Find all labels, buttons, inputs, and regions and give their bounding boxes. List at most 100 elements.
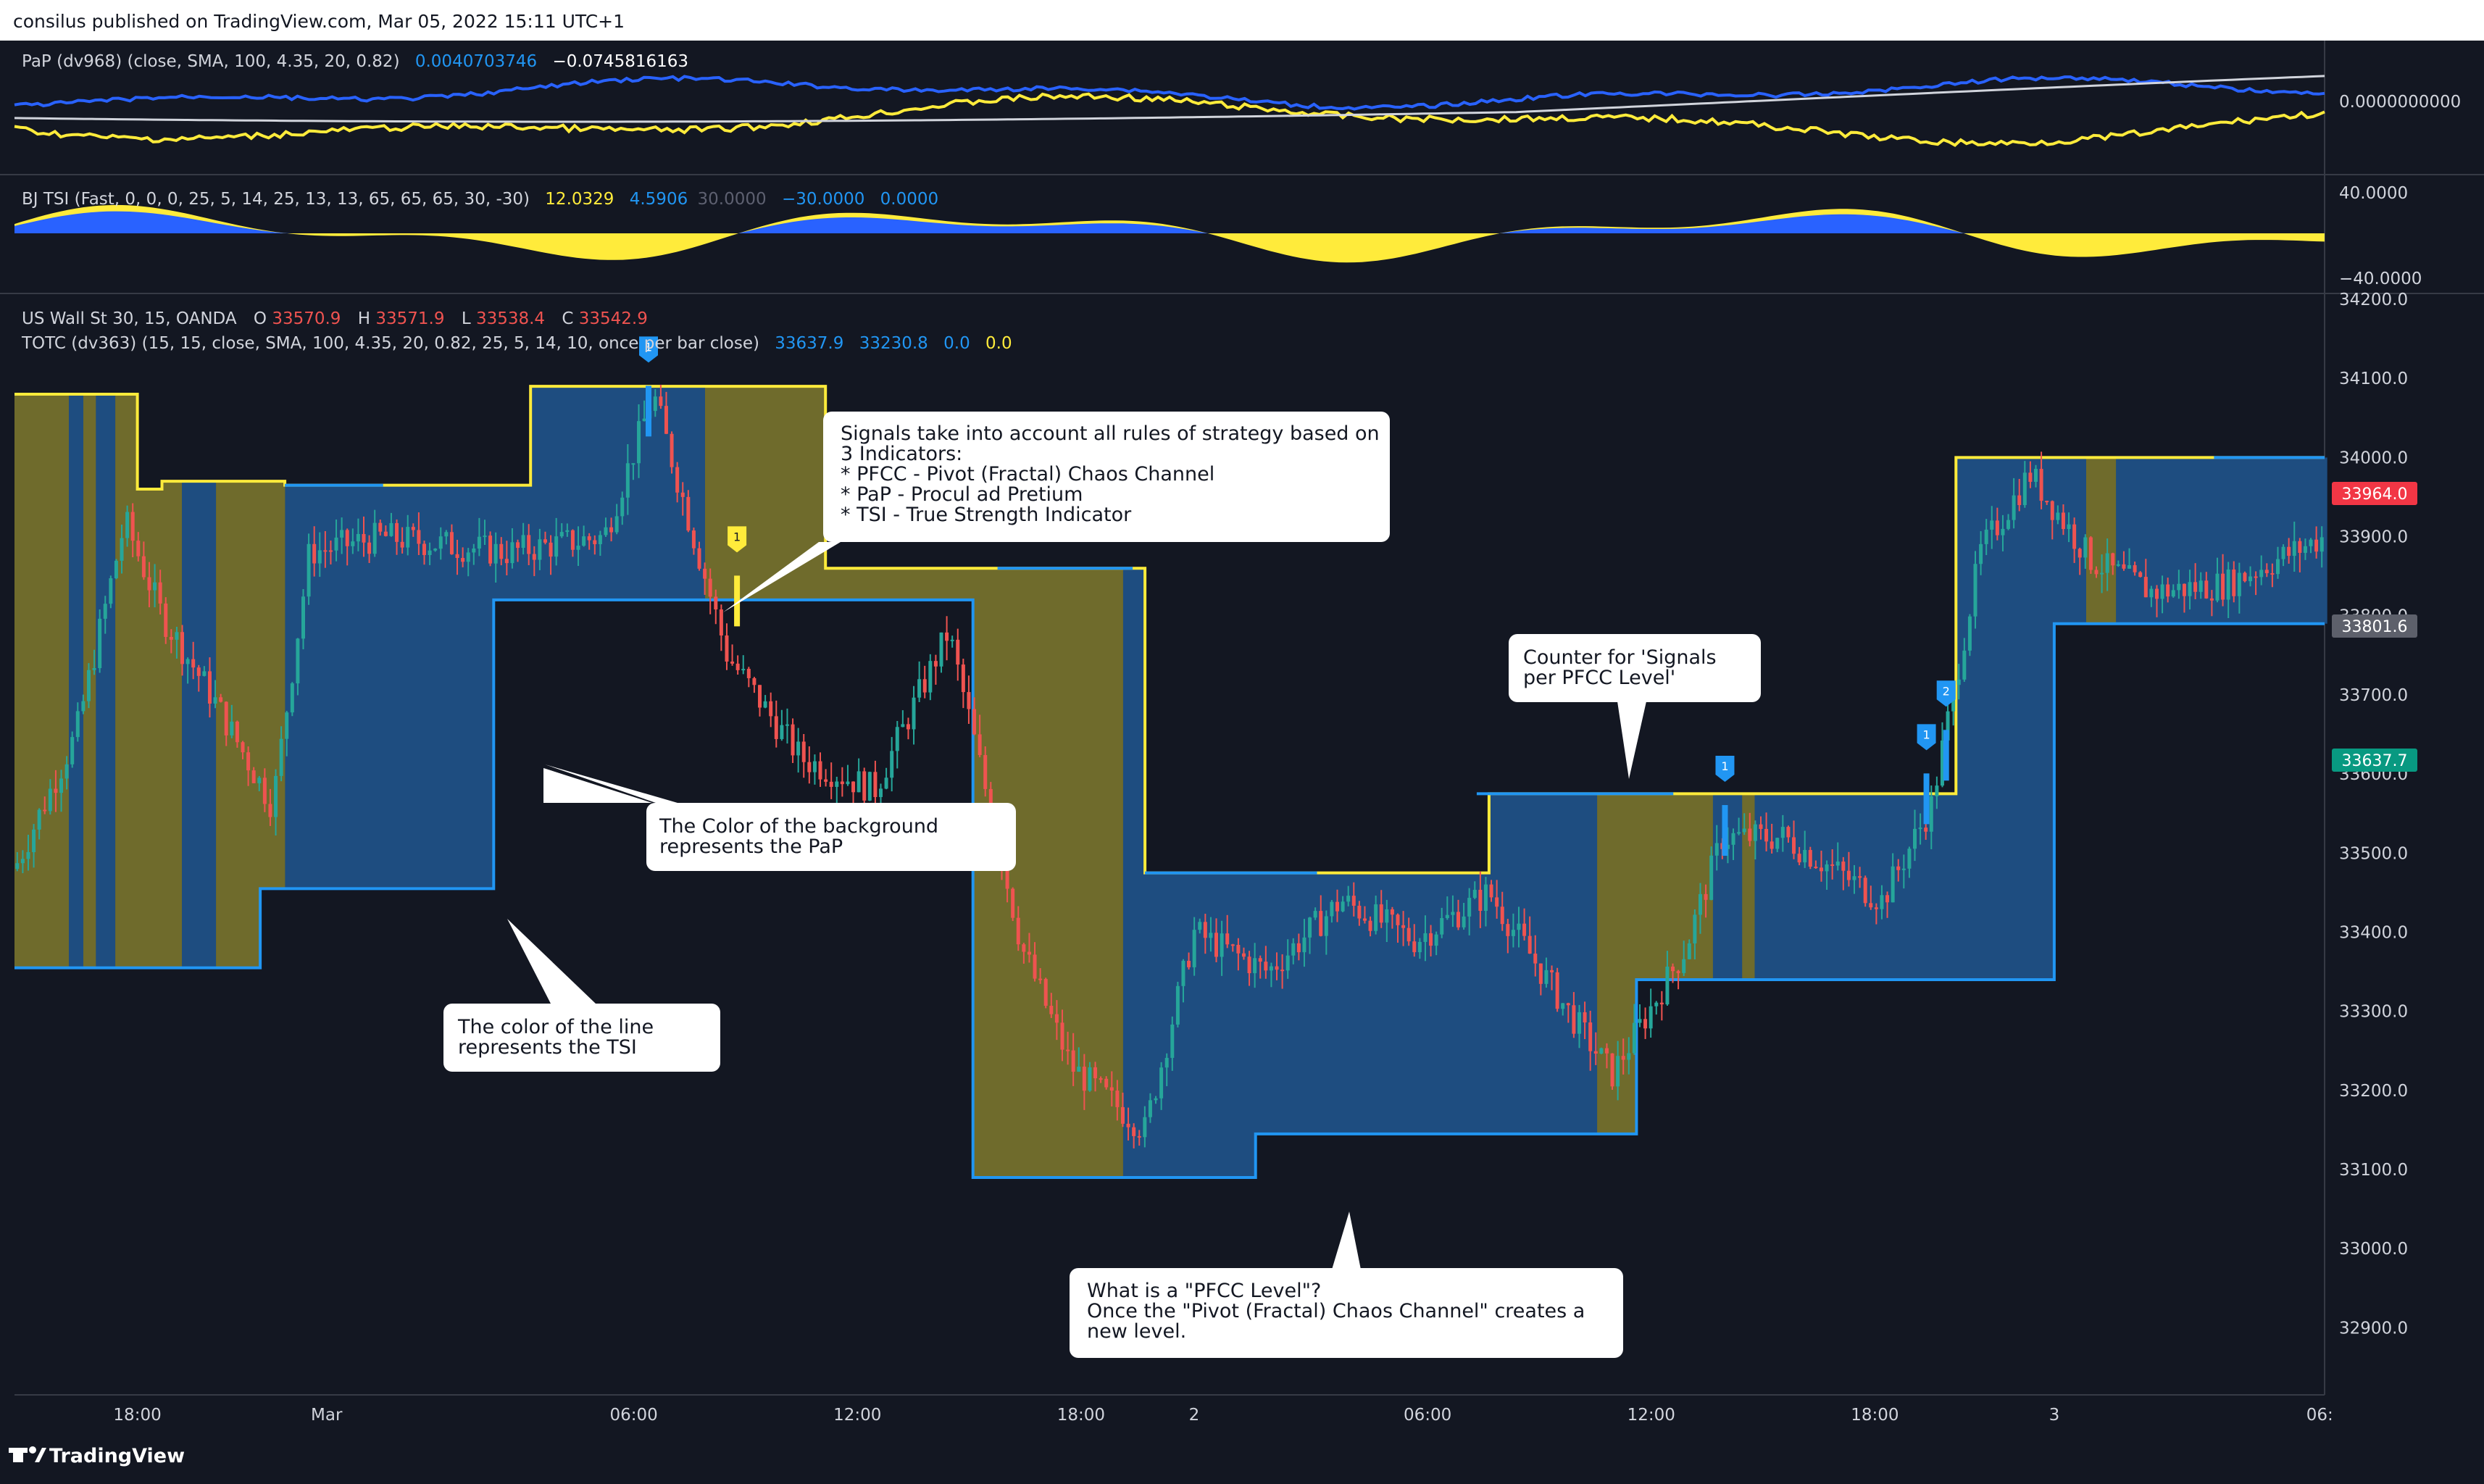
- candle-body: [1077, 1067, 1081, 1072]
- tsi-legend[interactable]: BJ TSI (Fast, 0, 0, 0, 25, 5, 14, 25, 13…: [22, 190, 938, 209]
- candle-body: [538, 539, 542, 560]
- candle-body: [521, 535, 525, 549]
- totc-legend[interactable]: TOTC (dv363) (15, 15, close, SMA, 100, 4…: [21, 334, 1012, 353]
- tsi-pane[interactable]: BJ TSI (Fast, 0, 0, 0, 25, 5, 14, 25, 13…: [14, 184, 2422, 288]
- pap-legend[interactable]: PaP (dv968) (close, SMA, 100, 4.35, 20, …: [22, 52, 688, 71]
- candle-body: [1676, 971, 1680, 973]
- candle-body: [1500, 906, 1504, 925]
- candle-body: [1291, 943, 1296, 956]
- candle-body: [1181, 960, 1185, 986]
- candle-body: [207, 671, 212, 704]
- candle-body: [2259, 570, 2264, 578]
- candle-body: [141, 556, 146, 578]
- signal-flag-icon: [639, 336, 659, 363]
- candle-body: [1610, 1053, 1614, 1087]
- candle-body: [1071, 1050, 1075, 1072]
- candle-body: [1814, 867, 1818, 869]
- candle-body: [235, 721, 239, 743]
- pfcc-lower-line: [14, 598, 2325, 1179]
- candle-body: [1236, 945, 1241, 954]
- candle-body: [703, 568, 707, 579]
- candle-body: [1918, 828, 1922, 830]
- candle-body: [1693, 914, 1697, 943]
- totc-value-2: 33230.8: [859, 334, 928, 353]
- candle-body: [785, 724, 789, 726]
- candle-body: [2127, 564, 2132, 569]
- candle-body: [796, 741, 801, 756]
- candle-body: [147, 577, 151, 591]
- signal-marker[interactable]: 1: [728, 526, 747, 627]
- candle-body: [1043, 979, 1048, 1006]
- tradingview-logo-icon[interactable]: [9, 1446, 46, 1462]
- price-tick-label: 33000.0: [2339, 1240, 2408, 1259]
- candle-body: [2067, 524, 2071, 530]
- candle-body: [1748, 828, 1752, 841]
- pap-pane[interactable]: PaP (dv968) (close, SMA, 100, 4.35, 20, …: [14, 52, 2461, 147]
- candle-body: [2188, 582, 2192, 596]
- candle-body: [1440, 918, 1444, 935]
- candle-body: [1880, 895, 1884, 909]
- candle-body: [483, 535, 487, 538]
- signal-marker[interactable]: 1: [1917, 724, 1936, 825]
- time-tick-label: 3: [2049, 1406, 2060, 1425]
- candle-body: [642, 418, 646, 422]
- candle-body: [1412, 941, 1417, 953]
- price-tag-gray: 33801.6: [2342, 618, 2408, 636]
- signal-marker[interactable]: 1: [639, 336, 659, 437]
- signal-marker[interactable]: 1: [1715, 756, 1735, 856]
- candle-body: [1659, 1002, 1664, 1005]
- candle-body: [2149, 588, 2154, 598]
- candle-body: [1990, 520, 1994, 530]
- candle-body: [884, 778, 888, 789]
- candle-body: [1654, 1002, 1659, 1006]
- candle-body: [604, 527, 608, 535]
- candle-body: [109, 578, 113, 604]
- candle-body: [543, 539, 547, 543]
- candle-body: [1770, 841, 1774, 849]
- candle-body: [92, 668, 96, 670]
- candle-body: [1924, 828, 1928, 832]
- candle-body: [1296, 943, 1301, 953]
- candle-body: [840, 781, 844, 785]
- tsi-blue-area: [14, 211, 2325, 233]
- price-tick-label: 34200.0: [2339, 291, 2408, 309]
- candle-body: [1940, 740, 1944, 786]
- signal-markers[interactable]: 1 1 1 1 2: [639, 336, 1956, 856]
- candle-body: [466, 552, 470, 562]
- footer-brand[interactable]: TradingView: [49, 1445, 185, 1467]
- candle-body: [2275, 559, 2280, 575]
- candle-body: [1192, 930, 1196, 967]
- candle-body: [1846, 870, 1851, 880]
- candle-body: [664, 406, 668, 434]
- signal-bar: [1722, 805, 1728, 856]
- time-axis[interactable]: 18:00 Mar 06:00 12:00 18:00 2 06:00 12:00 18:00 3…: [113, 1406, 2333, 1425]
- candle-body: [1082, 1067, 1086, 1091]
- price-axis[interactable]: 34200.034100.034000.033900.033800.033700…: [2339, 291, 2408, 1338]
- candle-body: [1285, 955, 1290, 971]
- candle-body: [81, 701, 86, 712]
- candle-body: [1467, 898, 1472, 917]
- callout-counter: Counter for 'Signals per PFCC Level': [1509, 634, 1761, 779]
- candle-body: [1429, 933, 1433, 946]
- signal-marker[interactable]: 2: [1936, 680, 1956, 781]
- pfcc-upper-line-segments: [285, 456, 2325, 875]
- candle-body: [1423, 933, 1428, 942]
- main-legend[interactable]: US Wall St 30, 15, OANDA O 33570.9 H 335…: [22, 309, 648, 328]
- time-tick-label: Mar: [311, 1406, 343, 1425]
- candle-body: [64, 764, 69, 779]
- candle-body: [2232, 569, 2236, 596]
- price-tag-gray-bg: [2332, 614, 2417, 638]
- candle-body: [1506, 924, 1510, 936]
- candle-body: [1253, 958, 1257, 974]
- candle-body: [1346, 896, 1351, 902]
- candle-body: [2006, 520, 2011, 529]
- candle-body: [1099, 1078, 1103, 1080]
- candle-body: [1830, 864, 1835, 866]
- candle-body: [1495, 897, 1499, 907]
- time-tick-label: 12:00: [833, 1406, 881, 1425]
- candle-body: [169, 636, 173, 640]
- candle-body: [2138, 572, 2143, 578]
- signal-bar: [1943, 730, 1949, 781]
- candle-body: [570, 530, 575, 550]
